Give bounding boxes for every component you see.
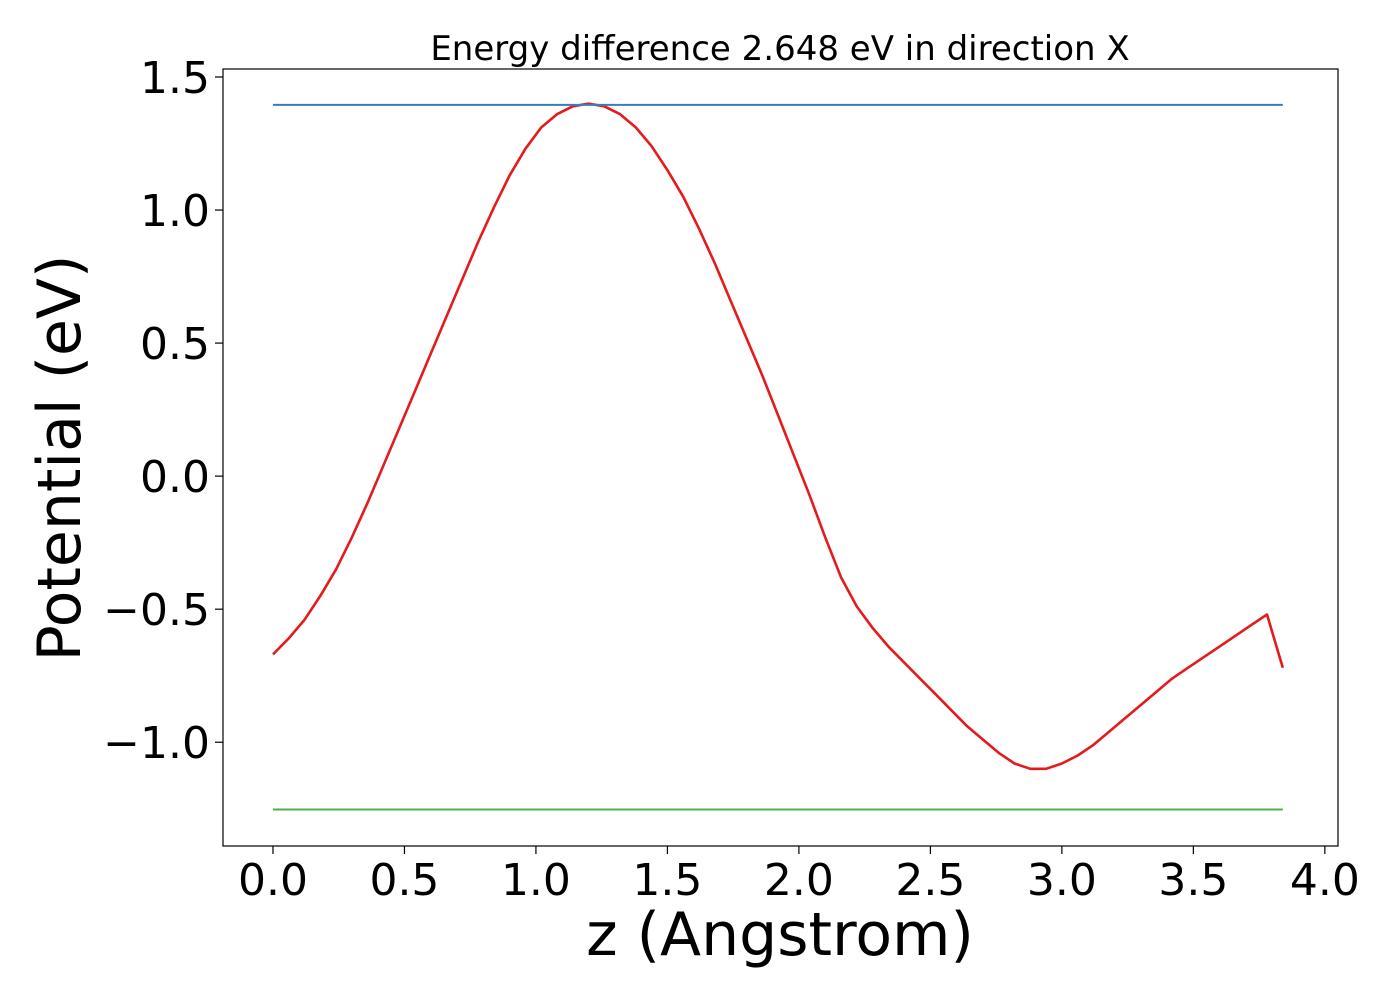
x-axis-label: z (Angstrom)	[586, 900, 974, 970]
y-tick-label: 1.5	[140, 53, 210, 104]
x-tick-label: 1.5	[632, 855, 702, 906]
x-tick-label: 3.0	[1027, 855, 1097, 906]
y-tick-label: 1.0	[140, 186, 210, 237]
x-tick-label: 0.0	[238, 855, 308, 906]
y-axis: −1.0 −0.5 0.0 0.5 1.0 1.5	[103, 53, 223, 769]
series-line-0	[272, 102, 1285, 771]
x-tick-label: 3.5	[1158, 855, 1228, 906]
x-tick-label: 2.5	[895, 855, 965, 906]
y-tick-label: 0.5	[140, 319, 210, 370]
y-tick-label: −1.0	[103, 718, 210, 769]
y-tick-label: 0.0	[140, 452, 210, 503]
y-axis-label: Potential (eV)	[25, 255, 95, 662]
x-tick-label: 1.0	[501, 855, 571, 906]
plot-area	[272, 102, 1285, 811]
chart-title: Energy difference 2.648 eV in direction …	[430, 29, 1129, 69]
y-tick-label: −0.5	[103, 585, 210, 636]
plot-frame	[222, 68, 1339, 847]
x-axis: 0.0 0.5 1.0 1.5 2.0 2.5 3.0 3.5 4.0	[238, 846, 1360, 906]
x-tick-label: 2.0	[764, 855, 834, 906]
x-tick-label: 0.5	[369, 855, 439, 906]
x-tick-label: 4.0	[1290, 855, 1360, 906]
